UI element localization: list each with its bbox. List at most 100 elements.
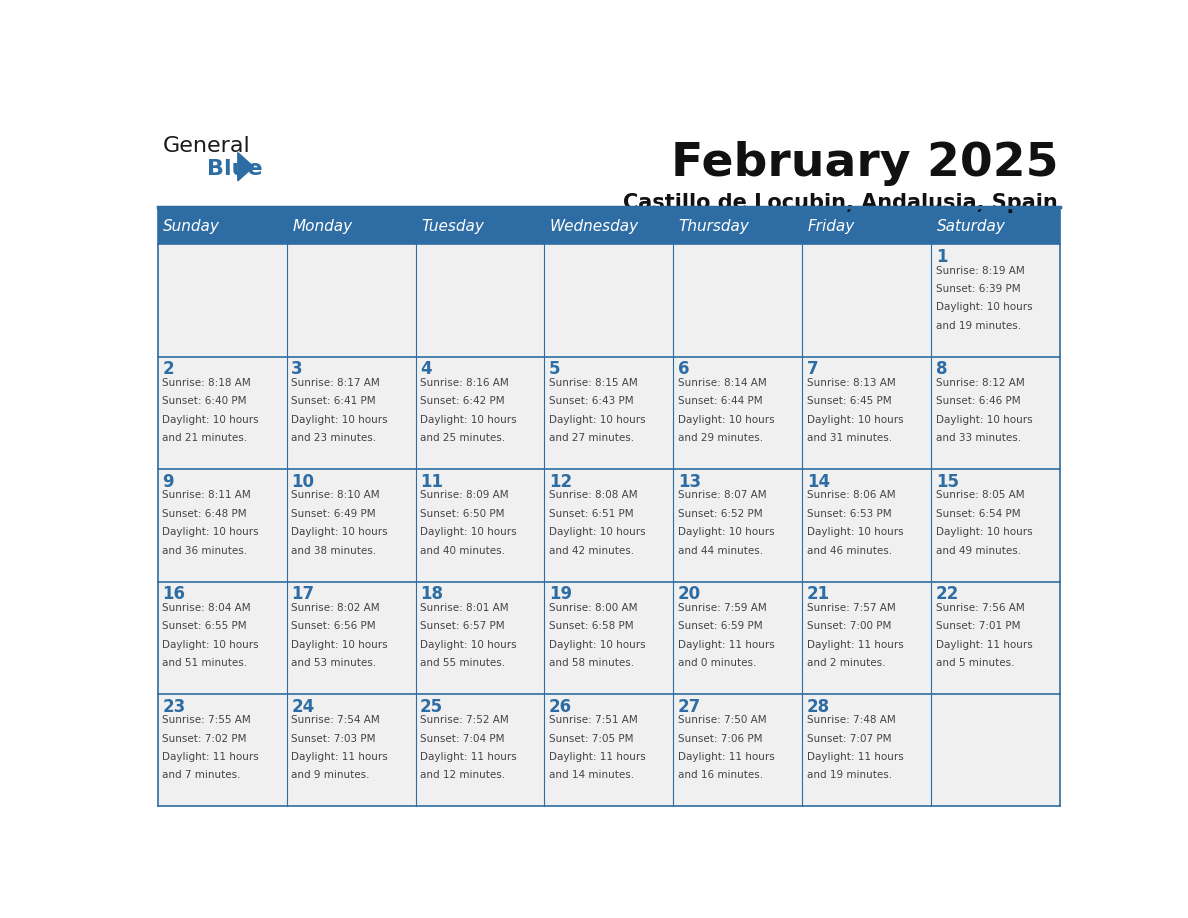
- Text: 9: 9: [163, 473, 173, 491]
- Text: 18: 18: [421, 585, 443, 603]
- Text: and 14 minutes.: and 14 minutes.: [549, 770, 634, 780]
- Text: 19: 19: [549, 585, 573, 603]
- Text: 21: 21: [807, 585, 830, 603]
- Text: Tuesday: Tuesday: [421, 218, 484, 233]
- Text: 3: 3: [291, 361, 303, 378]
- Text: and 5 minutes.: and 5 minutes.: [936, 658, 1015, 668]
- Text: Sunrise: 7:50 AM: Sunrise: 7:50 AM: [678, 715, 766, 725]
- Text: and 19 minutes.: and 19 minutes.: [807, 770, 892, 780]
- Text: and 19 minutes.: and 19 minutes.: [936, 320, 1020, 330]
- Text: Daylight: 10 hours: Daylight: 10 hours: [421, 640, 517, 650]
- Text: Blue: Blue: [207, 159, 263, 179]
- Text: 16: 16: [163, 585, 185, 603]
- Text: Sunset: 7:05 PM: Sunset: 7:05 PM: [549, 733, 633, 744]
- Bar: [674, 694, 802, 806]
- Text: and 55 minutes.: and 55 minutes.: [421, 658, 505, 668]
- Text: 2: 2: [163, 361, 173, 378]
- Text: Daylight: 10 hours: Daylight: 10 hours: [549, 527, 645, 537]
- Text: Sunset: 6:56 PM: Sunset: 6:56 PM: [291, 621, 375, 632]
- Text: Daylight: 10 hours: Daylight: 10 hours: [163, 527, 259, 537]
- Text: Sunset: 6:59 PM: Sunset: 6:59 PM: [678, 621, 763, 632]
- Text: Monday: Monday: [292, 218, 353, 233]
- Bar: [286, 694, 416, 806]
- Text: Daylight: 11 hours: Daylight: 11 hours: [678, 752, 775, 762]
- Text: Sunrise: 8:02 AM: Sunrise: 8:02 AM: [291, 603, 380, 613]
- Bar: [158, 694, 286, 806]
- Text: Sunday: Sunday: [163, 218, 220, 233]
- Text: 27: 27: [678, 698, 701, 715]
- Text: Daylight: 11 hours: Daylight: 11 hours: [291, 752, 388, 762]
- Bar: [416, 694, 544, 806]
- Text: Sunset: 6:40 PM: Sunset: 6:40 PM: [163, 397, 247, 407]
- Text: Sunrise: 8:06 AM: Sunrise: 8:06 AM: [807, 490, 896, 500]
- Bar: [802, 469, 931, 582]
- Bar: [416, 469, 544, 582]
- Text: Sunset: 6:48 PM: Sunset: 6:48 PM: [163, 509, 247, 519]
- Text: and 42 minutes.: and 42 minutes.: [549, 545, 634, 555]
- Bar: [544, 582, 674, 694]
- Text: and 16 minutes.: and 16 minutes.: [678, 770, 763, 780]
- Text: 25: 25: [421, 698, 443, 715]
- Bar: [802, 357, 931, 469]
- Text: 26: 26: [549, 698, 573, 715]
- Text: Daylight: 11 hours: Daylight: 11 hours: [421, 752, 517, 762]
- Text: Daylight: 10 hours: Daylight: 10 hours: [291, 415, 387, 425]
- Text: and 7 minutes.: and 7 minutes.: [163, 770, 241, 780]
- Text: and 38 minutes.: and 38 minutes.: [291, 545, 377, 555]
- Text: Sunrise: 8:05 AM: Sunrise: 8:05 AM: [936, 490, 1024, 500]
- Bar: [802, 582, 931, 694]
- Text: Sunset: 6:42 PM: Sunset: 6:42 PM: [421, 397, 505, 407]
- Text: Wednesday: Wednesday: [550, 218, 639, 233]
- Text: and 27 minutes.: and 27 minutes.: [549, 433, 634, 443]
- Text: 5: 5: [549, 361, 561, 378]
- Text: Daylight: 10 hours: Daylight: 10 hours: [291, 527, 387, 537]
- Text: Daylight: 10 hours: Daylight: 10 hours: [678, 527, 775, 537]
- Text: 12: 12: [549, 473, 573, 491]
- Text: and 29 minutes.: and 29 minutes.: [678, 433, 763, 443]
- Text: February 2025: February 2025: [671, 140, 1059, 185]
- Text: and 33 minutes.: and 33 minutes.: [936, 433, 1020, 443]
- Text: Sunset: 6:55 PM: Sunset: 6:55 PM: [163, 621, 247, 632]
- Text: Sunrise: 8:10 AM: Sunrise: 8:10 AM: [291, 490, 380, 500]
- Text: Sunset: 6:50 PM: Sunset: 6:50 PM: [421, 509, 505, 519]
- Text: and 31 minutes.: and 31 minutes.: [807, 433, 892, 443]
- Text: Daylight: 10 hours: Daylight: 10 hours: [936, 302, 1032, 312]
- Text: 1: 1: [936, 248, 947, 266]
- Bar: [286, 244, 416, 357]
- Text: 20: 20: [678, 585, 701, 603]
- Bar: [416, 582, 544, 694]
- Text: Daylight: 10 hours: Daylight: 10 hours: [549, 640, 645, 650]
- Bar: [674, 469, 802, 582]
- Bar: [674, 582, 802, 694]
- Text: 4: 4: [421, 361, 431, 378]
- Text: and 2 minutes.: and 2 minutes.: [807, 658, 885, 668]
- Bar: [931, 694, 1060, 806]
- Text: Sunset: 6:46 PM: Sunset: 6:46 PM: [936, 397, 1020, 407]
- Text: 6: 6: [678, 361, 689, 378]
- Bar: [158, 244, 286, 357]
- Text: Daylight: 11 hours: Daylight: 11 hours: [807, 640, 904, 650]
- Text: Sunrise: 7:48 AM: Sunrise: 7:48 AM: [807, 715, 896, 725]
- Text: Sunrise: 7:51 AM: Sunrise: 7:51 AM: [549, 715, 638, 725]
- Text: Sunrise: 8:12 AM: Sunrise: 8:12 AM: [936, 378, 1024, 388]
- Text: Sunrise: 8:16 AM: Sunrise: 8:16 AM: [421, 378, 508, 388]
- Text: Sunrise: 8:17 AM: Sunrise: 8:17 AM: [291, 378, 380, 388]
- Text: and 58 minutes.: and 58 minutes.: [549, 658, 634, 668]
- Text: Daylight: 10 hours: Daylight: 10 hours: [936, 527, 1032, 537]
- Text: Friday: Friday: [808, 218, 855, 233]
- Text: Sunset: 6:54 PM: Sunset: 6:54 PM: [936, 509, 1020, 519]
- Bar: [416, 357, 544, 469]
- Text: Sunset: 7:02 PM: Sunset: 7:02 PM: [163, 733, 247, 744]
- Text: Sunrise: 8:19 AM: Sunrise: 8:19 AM: [936, 265, 1024, 275]
- Text: Daylight: 10 hours: Daylight: 10 hours: [807, 415, 903, 425]
- Text: Sunset: 7:03 PM: Sunset: 7:03 PM: [291, 733, 375, 744]
- Text: Sunrise: 8:01 AM: Sunrise: 8:01 AM: [421, 603, 508, 613]
- Bar: [931, 357, 1060, 469]
- Text: Sunrise: 8:04 AM: Sunrise: 8:04 AM: [163, 603, 251, 613]
- Text: Sunrise: 8:18 AM: Sunrise: 8:18 AM: [163, 378, 251, 388]
- Text: Daylight: 11 hours: Daylight: 11 hours: [549, 752, 646, 762]
- Text: Sunrise: 8:14 AM: Sunrise: 8:14 AM: [678, 378, 766, 388]
- Text: Sunset: 7:04 PM: Sunset: 7:04 PM: [421, 733, 505, 744]
- Bar: [544, 244, 674, 357]
- Text: 17: 17: [291, 585, 315, 603]
